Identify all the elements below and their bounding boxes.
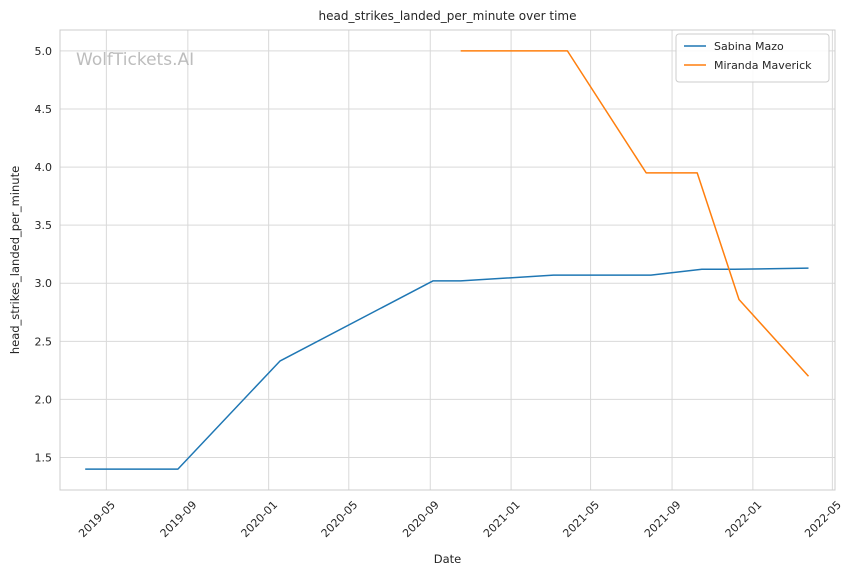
- x-tick-label: 2021-01: [481, 498, 523, 540]
- series-line-1: [85, 267, 809, 470]
- y-axis-title: head_strikes_landed_per_minute: [8, 166, 22, 354]
- x-axis-title: Date: [434, 552, 462, 566]
- x-tick-label: 2019-05: [76, 498, 118, 540]
- legend-box: [675, 33, 830, 83]
- y-tick-label: 3.0: [35, 277, 53, 290]
- watermark: WolfTickets.AI: [76, 50, 194, 70]
- x-tick-label: 2020-09: [400, 498, 442, 540]
- y-tick-label: 5.0: [35, 45, 53, 58]
- chart-title: head_strikes_landed_per_minute over time: [318, 9, 576, 23]
- x-tick-label: 2021-09: [642, 498, 684, 540]
- series-line-2: [460, 50, 810, 377]
- series-lines: [85, 50, 810, 470]
- plot-area-frame: [59, 29, 836, 491]
- x-tick-label: 2022-05: [802, 498, 844, 540]
- legend-label: Miranda Maverick: [714, 59, 812, 72]
- y-tick-label: 2.0: [35, 393, 53, 406]
- legend-label: Sabina Mazo: [714, 40, 784, 53]
- x-tick-label: 2021-05: [560, 498, 602, 540]
- axis-ticks: 1.5 2.0 2.5 3.0 3.5 4.0 4.5 5.0 2019-05 2019-09 20…: [35, 45, 844, 540]
- y-tick-label: 2.5: [35, 335, 53, 348]
- x-tick-label: 2020-01: [239, 498, 281, 540]
- y-tick-label: 4.5: [35, 103, 53, 116]
- y-tick-label: 1.5: [35, 451, 53, 464]
- y-tick-label: 4.0: [35, 161, 53, 174]
- legend: Sabina Mazo Miranda Maverick: [675, 33, 830, 83]
- x-tick-label: 2020-05: [319, 498, 361, 540]
- x-tick-label: 2022-01: [723, 498, 765, 540]
- y-tick-label: 3.5: [35, 219, 53, 232]
- x-tick-label: 2019-09: [158, 498, 200, 540]
- grid: [60, 30, 835, 490]
